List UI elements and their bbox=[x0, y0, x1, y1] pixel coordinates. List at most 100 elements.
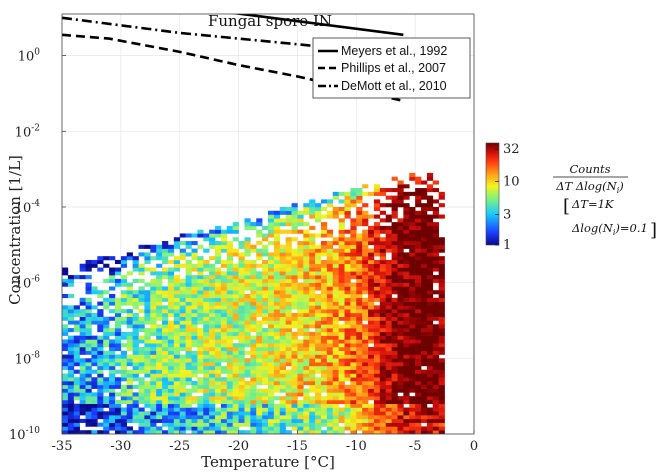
heatmap-cell bbox=[432, 199, 439, 204]
heatmap-cell bbox=[256, 328, 263, 333]
heatmap-cell bbox=[362, 184, 369, 189]
heatmap-cell bbox=[385, 229, 392, 234]
heatmap-cell bbox=[315, 381, 322, 386]
colorbar-tick-label: 1 bbox=[503, 238, 511, 253]
heatmap-cell bbox=[285, 244, 292, 249]
heatmap-cell bbox=[332, 430, 339, 434]
heatmap-cell bbox=[326, 388, 334, 393]
heatmap-cell bbox=[244, 271, 251, 276]
heatmap-cell bbox=[403, 392, 410, 397]
annotation-bracket-left: [ bbox=[563, 196, 570, 217]
heatmap-cell bbox=[426, 184, 434, 189]
heatmap-cell bbox=[109, 403, 116, 408]
heatmap-cell bbox=[209, 241, 216, 246]
heatmap-cell bbox=[215, 346, 222, 352]
heatmap-cell bbox=[114, 358, 122, 363]
heatmap-cell bbox=[338, 282, 345, 287]
heatmap-cell bbox=[421, 381, 428, 386]
heatmap-cell bbox=[338, 407, 345, 412]
heatmap-cell bbox=[409, 350, 416, 355]
heatmap-cell bbox=[126, 297, 133, 302]
heatmap-cell bbox=[397, 222, 404, 227]
heatmap-cell bbox=[338, 275, 345, 280]
heatmap-cell bbox=[173, 430, 181, 434]
heatmap-cell bbox=[315, 343, 322, 348]
heatmap-cell bbox=[320, 403, 328, 408]
heatmap-cell bbox=[268, 328, 275, 333]
heatmap-cell bbox=[415, 328, 422, 333]
heatmap-cell bbox=[385, 195, 392, 200]
heatmap-cell bbox=[362, 233, 369, 238]
heatmap-cell bbox=[232, 278, 239, 283]
heatmap-cell bbox=[220, 430, 228, 434]
heatmap-cell bbox=[91, 312, 98, 318]
heatmap-cell bbox=[285, 384, 292, 389]
heatmap-cell bbox=[97, 358, 104, 363]
heatmap-cell bbox=[297, 210, 304, 215]
heatmap-cell bbox=[79, 263, 86, 268]
heatmap-cell bbox=[132, 392, 139, 397]
heatmap-cell bbox=[391, 426, 398, 431]
heatmap-cell bbox=[185, 312, 192, 318]
heatmap-cell bbox=[426, 331, 434, 336]
heatmap-cell bbox=[368, 430, 375, 434]
heatmap-cell bbox=[162, 316, 169, 321]
heatmap-cell bbox=[397, 384, 404, 389]
heatmap-cell bbox=[103, 290, 110, 295]
heatmap-cell bbox=[185, 331, 192, 336]
heatmap-cell bbox=[215, 343, 222, 348]
heatmap-cell bbox=[126, 377, 133, 382]
heatmap-cell bbox=[373, 263, 381, 268]
heatmap-cell bbox=[150, 362, 157, 367]
heatmap-cell bbox=[397, 286, 404, 291]
heatmap-cell bbox=[167, 365, 175, 370]
heatmap-cell bbox=[220, 263, 228, 268]
heatmap-cell bbox=[126, 252, 133, 257]
heatmap-cell bbox=[273, 365, 281, 370]
heatmap-cell bbox=[138, 422, 145, 427]
heatmap-cell bbox=[150, 399, 157, 405]
heatmap-cell bbox=[403, 399, 410, 405]
heatmap-cell bbox=[415, 180, 422, 185]
heatmap-cell bbox=[368, 229, 375, 234]
heatmap-cell bbox=[167, 399, 175, 405]
heatmap-cell bbox=[320, 422, 328, 427]
heatmap-cell bbox=[373, 184, 381, 189]
heatmap-cell bbox=[362, 259, 369, 265]
heatmap-cell bbox=[279, 426, 286, 431]
heatmap-cell bbox=[350, 328, 357, 333]
heatmap-cell bbox=[409, 407, 416, 412]
heatmap-cell bbox=[315, 411, 322, 416]
heatmap-cell bbox=[356, 259, 363, 265]
heatmap-cell bbox=[97, 343, 104, 348]
heatmap-cell bbox=[262, 267, 269, 272]
heatmap-cell bbox=[403, 362, 410, 367]
heatmap-cell bbox=[415, 426, 422, 431]
heatmap-cell bbox=[385, 297, 392, 302]
heatmap-cell bbox=[309, 415, 316, 420]
heatmap-cell bbox=[156, 388, 163, 393]
heatmap-cell bbox=[150, 373, 157, 378]
heatmap-cell bbox=[362, 301, 369, 306]
heatmap-cell bbox=[403, 346, 410, 352]
heatmap-cell bbox=[262, 373, 269, 378]
heatmap-cell bbox=[79, 369, 86, 374]
heatmap-cell bbox=[179, 301, 186, 306]
heatmap-cell bbox=[309, 297, 316, 302]
heatmap-cell bbox=[426, 290, 434, 295]
heatmap-cell bbox=[209, 297, 216, 302]
heatmap-cell bbox=[138, 324, 145, 329]
heatmap-cell bbox=[326, 248, 334, 253]
heatmap-cell bbox=[203, 430, 210, 434]
heatmap-cell bbox=[303, 252, 310, 257]
heatmap-cell bbox=[273, 297, 281, 302]
heatmap-cell bbox=[79, 309, 86, 314]
heatmap-cell bbox=[109, 267, 116, 272]
heatmap-cell bbox=[126, 381, 133, 386]
heatmap-cell bbox=[67, 373, 75, 378]
heatmap-cell bbox=[162, 312, 169, 318]
heatmap-cell bbox=[291, 305, 298, 310]
heatmap-cell bbox=[320, 267, 328, 272]
heatmap-cell bbox=[279, 259, 286, 265]
heatmap-cell bbox=[232, 362, 239, 367]
